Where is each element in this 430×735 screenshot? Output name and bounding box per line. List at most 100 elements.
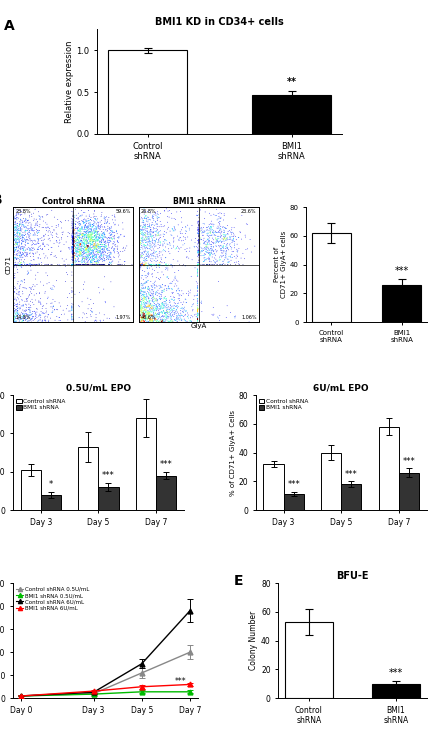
Point <box>80 230 87 242</box>
Point <box>198 306 205 318</box>
Point <box>170 233 177 245</box>
Point <box>142 202 149 214</box>
Point <box>139 236 146 248</box>
Point <box>101 271 108 283</box>
Point <box>62 215 69 226</box>
Point <box>90 254 97 265</box>
Point <box>207 218 214 229</box>
Point <box>104 215 111 227</box>
Point <box>140 310 147 322</box>
Point <box>143 306 150 318</box>
Point <box>86 243 92 255</box>
Point <box>208 236 215 248</box>
Point <box>82 251 89 262</box>
Point <box>101 212 108 224</box>
Point <box>153 305 160 317</box>
Point <box>18 243 25 255</box>
Point <box>91 238 98 250</box>
Point <box>76 259 83 270</box>
Point <box>70 255 77 267</box>
Point <box>10 225 17 237</box>
Point <box>86 235 93 247</box>
Point <box>64 226 71 238</box>
Point <box>12 252 19 264</box>
Point <box>83 218 90 229</box>
Point <box>195 219 202 231</box>
Point <box>79 243 86 254</box>
Point <box>119 223 126 235</box>
Point <box>86 226 93 238</box>
Point <box>24 259 31 270</box>
Point <box>148 259 155 270</box>
Point <box>99 259 106 270</box>
Point <box>197 245 204 257</box>
Point <box>31 213 37 225</box>
Point <box>166 315 173 327</box>
Point <box>106 229 113 241</box>
Point <box>81 256 88 268</box>
Point <box>84 245 91 257</box>
Point <box>114 234 120 246</box>
Point <box>183 297 190 309</box>
Point <box>141 297 148 309</box>
Point <box>70 209 77 221</box>
Point <box>114 243 121 255</box>
Point <box>20 299 27 311</box>
Point <box>104 214 111 226</box>
Point <box>70 219 77 231</box>
Point <box>70 235 77 247</box>
Point <box>141 243 148 255</box>
Point <box>15 309 22 320</box>
Point <box>140 212 147 224</box>
Point <box>138 277 145 289</box>
Point <box>88 306 95 318</box>
Point <box>14 237 21 248</box>
Point <box>212 240 219 251</box>
Point <box>194 282 200 293</box>
Point <box>98 259 104 270</box>
Point <box>86 226 92 237</box>
Point <box>203 245 209 257</box>
Point <box>165 306 172 318</box>
Point <box>83 312 90 323</box>
Point <box>90 228 97 240</box>
Point <box>162 306 169 318</box>
Point <box>77 251 83 262</box>
Point <box>14 264 21 276</box>
Point <box>91 259 98 270</box>
Point <box>89 220 95 232</box>
Point <box>80 226 87 237</box>
Point <box>185 252 192 264</box>
Point <box>114 248 121 259</box>
Point <box>205 248 212 259</box>
Point <box>169 309 176 320</box>
Point <box>23 225 30 237</box>
Point <box>163 312 169 323</box>
Point <box>70 259 77 270</box>
Point <box>155 212 162 223</box>
Point <box>25 241 32 253</box>
Point <box>11 312 18 324</box>
Point <box>70 237 77 249</box>
Point <box>100 244 107 256</box>
Point <box>97 245 104 257</box>
Point <box>102 240 109 252</box>
Point <box>17 241 24 253</box>
Point <box>197 250 204 262</box>
Point <box>88 248 95 260</box>
Point <box>50 237 57 249</box>
Point <box>80 259 86 270</box>
Point <box>81 253 88 265</box>
Point <box>159 297 166 309</box>
Point <box>173 304 180 316</box>
Point <box>157 293 164 304</box>
Point <box>96 233 103 245</box>
Point <box>32 259 39 271</box>
Point <box>31 220 38 232</box>
Point <box>70 259 77 270</box>
Point <box>42 217 49 229</box>
Point <box>153 226 160 237</box>
Point <box>21 277 28 289</box>
Point <box>169 316 175 328</box>
Point <box>53 231 60 243</box>
